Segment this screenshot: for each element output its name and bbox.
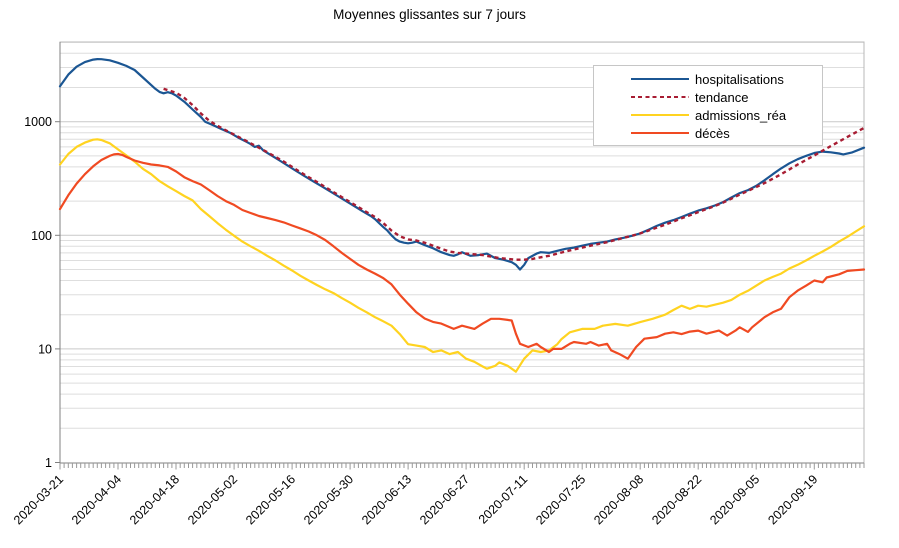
y-tick-label: 1000: [24, 115, 52, 129]
x-tick-label: 2020-05-30: [301, 472, 356, 527]
y-axis-ticks: [55, 121, 60, 463]
x-tick-label: 2020-07-25: [533, 472, 588, 527]
legend-label: hospitalisations: [695, 71, 784, 87]
legend-label: tendance: [695, 89, 749, 105]
x-tick-label: 2020-06-27: [417, 472, 472, 527]
legend-item-hospitalisations: hospitalisations: [594, 70, 822, 88]
legend-item-deces: décès: [594, 124, 822, 142]
x-tick-label: 2020-04-04: [69, 472, 124, 527]
y-tick-label: 1: [45, 456, 52, 470]
series-admissions-rea-line: [58, 138, 866, 373]
x-tick-label: 2020-03-21: [11, 472, 66, 527]
x-tick-label: 2020-04-18: [127, 472, 182, 527]
legend-item-admissions-rea: admissions_réa: [594, 106, 822, 124]
legend-line-sample-hospitalisations: [631, 77, 689, 81]
legend-line-sample-deces: [631, 131, 689, 135]
legend-line-sample-admissions-rea: [631, 113, 689, 117]
x-tick-label: 2020-05-16: [243, 472, 298, 527]
x-tick-label: 2020-08-08: [591, 472, 646, 527]
y-tick-label: 10: [38, 342, 52, 356]
x-axis-labels: 2020-03-21 2020-04-04 2020-04-18 2020-05-02…: [11, 472, 820, 527]
series-tendance-line: [163, 87, 865, 261]
chart-title: Moyennes glissantes sur 7 jours: [333, 7, 526, 22]
legend: hospitalisations tendance admissions_réa…: [593, 65, 823, 146]
x-axis-ticks: [59, 463, 865, 470]
y-tick-label: 100: [31, 229, 52, 243]
series-hospitalisations-line: [58, 58, 866, 271]
legend-item-tendance: tendance: [594, 88, 822, 106]
legend-label: décès: [695, 125, 730, 141]
x-tick-label: 2020-06-13: [359, 472, 414, 527]
y-axis-labels: 1 10 100 1000: [24, 115, 52, 470]
x-tick-label: 2020-09-19: [765, 472, 820, 527]
legend-label: admissions_réa: [695, 107, 787, 123]
x-tick-label: 2020-08-22: [649, 472, 704, 527]
x-tick-label: 2020-05-02: [185, 472, 240, 527]
legend-line-sample-tendance: [631, 95, 689, 99]
series-deces-line: [58, 152, 866, 360]
x-tick-label: 2020-09-05: [707, 472, 762, 527]
x-tick-label: 2020-07-11: [476, 472, 530, 526]
